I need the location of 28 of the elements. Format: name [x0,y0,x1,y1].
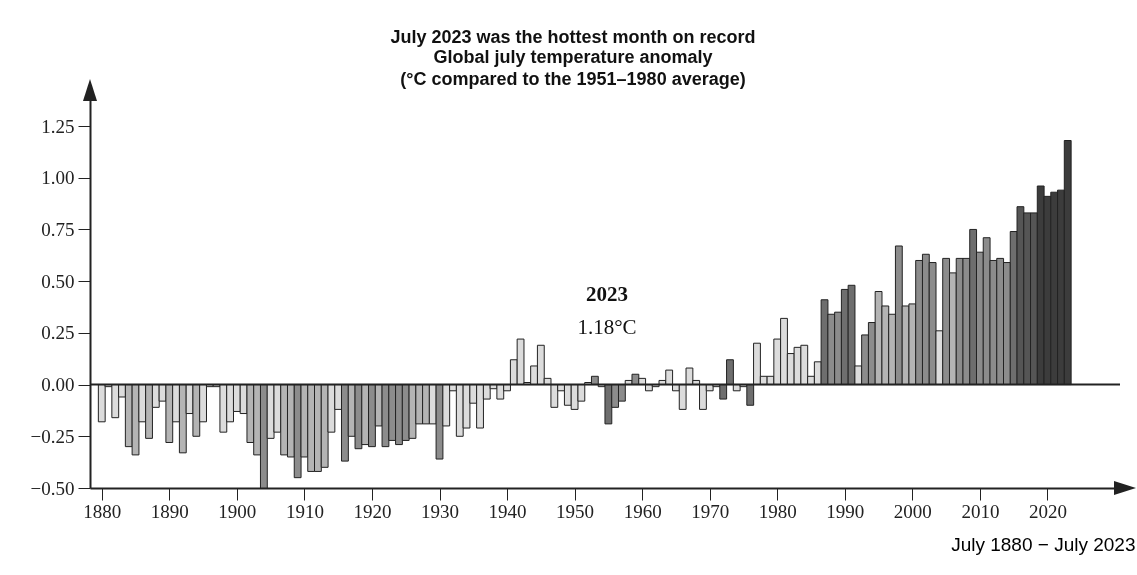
y-tick-label: −0.50 [30,477,75,499]
chart-title: July 2023 was the hottest month on record [390,27,756,47]
x-tick-label: 2000 [893,500,932,522]
x-tick-label: 1930 [421,500,459,522]
y-tick-label: 1.00 [41,167,75,189]
x-tick-label: 1880 [83,500,122,522]
y-tick-label: 0.00 [41,374,75,396]
x-tick-label: 2010 [961,500,1000,522]
annotation: 2023 [586,282,628,306]
x-tick-label: 2020 [1028,500,1067,522]
x-tick-label: 1990 [826,500,865,522]
x-axis-title: July 1880 − July 2023 [951,533,1136,555]
x-tick-label: 1970 [691,500,730,522]
y-tick-label: 1.25 [41,115,75,137]
x-tick-label: 1980 [758,500,797,522]
y-tick-label: 0.50 [41,270,75,292]
x-tick-label: 1920 [353,500,392,522]
x-tick-label: 1950 [556,500,595,522]
y-tick-label: −0.25 [30,425,75,447]
x-tick-label: 1960 [623,500,662,522]
y-tick-label: 0.25 [41,322,75,344]
x-tick-label: 1910 [285,500,324,522]
y-tick-label: 0.75 [41,218,75,240]
x-tick-label: 1900 [218,500,257,522]
chart-subtitle: Global july temperature anomaly (°C compared to the 1951–1980 average) [400,47,746,89]
annotation: 1.18°C [577,315,637,339]
x-tick-label: 1890 [150,500,189,522]
x-tick-label: 1940 [488,500,527,522]
